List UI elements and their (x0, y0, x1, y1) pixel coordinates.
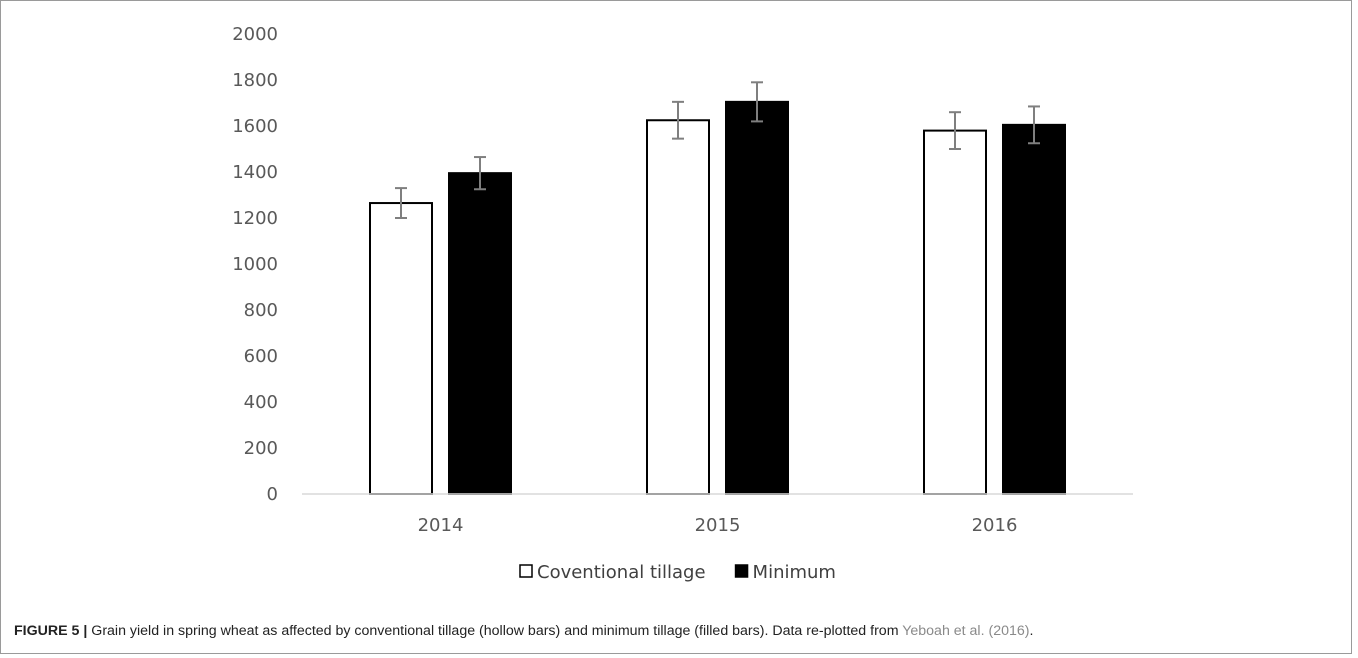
error-bar (1028, 105, 1040, 145)
legend-swatch-hollow (519, 564, 533, 578)
error-bar (949, 111, 961, 150)
error-bar (672, 100, 684, 140)
conventional-tillage-bar (923, 129, 987, 495)
legend-label: Minimum (753, 562, 836, 583)
error-bar (751, 81, 763, 123)
y-tick-label: 1600 (232, 116, 278, 137)
minimum-tillage-bar (1002, 123, 1066, 495)
x-tick-label: 2016 (972, 515, 1018, 536)
conventional-tillage-bar (646, 119, 710, 495)
x-tick-label: 2015 (695, 515, 741, 536)
error-bars (395, 81, 1040, 219)
legend-item: Minimum (734, 562, 836, 583)
legend: Coventional tillage Minimum (519, 562, 836, 583)
y-tick-label: 0 (267, 484, 278, 505)
y-tick-label: 1800 (232, 70, 278, 91)
legend-item: Coventional tillage (519, 562, 706, 583)
x-axis-ticks: 2014 2015 2016 (418, 515, 1018, 536)
error-bar (395, 187, 407, 219)
caption-text: Grain yield in spring wheat as affected … (87, 623, 903, 639)
minimum-tillage-bar (448, 172, 512, 495)
y-tick-label: 200 (244, 438, 278, 459)
bars (369, 100, 1066, 496)
legend-label: Coventional tillage (537, 562, 706, 583)
y-tick-label: 1000 (232, 254, 278, 275)
legend-swatch-filled (734, 564, 749, 578)
caption-end: . (1029, 623, 1034, 639)
conventional-tillage-bar (369, 202, 433, 496)
minimum-tillage-bar (725, 100, 789, 495)
x-tick-label: 2014 (418, 515, 464, 536)
figure-caption: FIGURE 5 | Grain yield in spring wheat a… (14, 623, 1344, 639)
y-tick-label: 600 (244, 346, 278, 367)
y-tick-label: 2000 (232, 24, 278, 45)
y-tick-label: 800 (244, 300, 278, 321)
y-tick-label: 400 (244, 392, 278, 413)
figure-label: FIGURE 5 | (14, 623, 88, 639)
error-bar (474, 156, 486, 191)
y-axis-ticks: 0 200 400 600 800 1000 1200 1400 1600 1800 2000 (232, 24, 278, 505)
y-tick-label: 1200 (232, 208, 278, 229)
bar-chart: 0 200 400 600 800 1000 1200 1400 1600 1800 2000 20… (232, 24, 1133, 583)
y-tick-label: 1400 (232, 162, 278, 183)
reference-link[interactable]: Yeboah et al. (2016) (902, 623, 1030, 639)
